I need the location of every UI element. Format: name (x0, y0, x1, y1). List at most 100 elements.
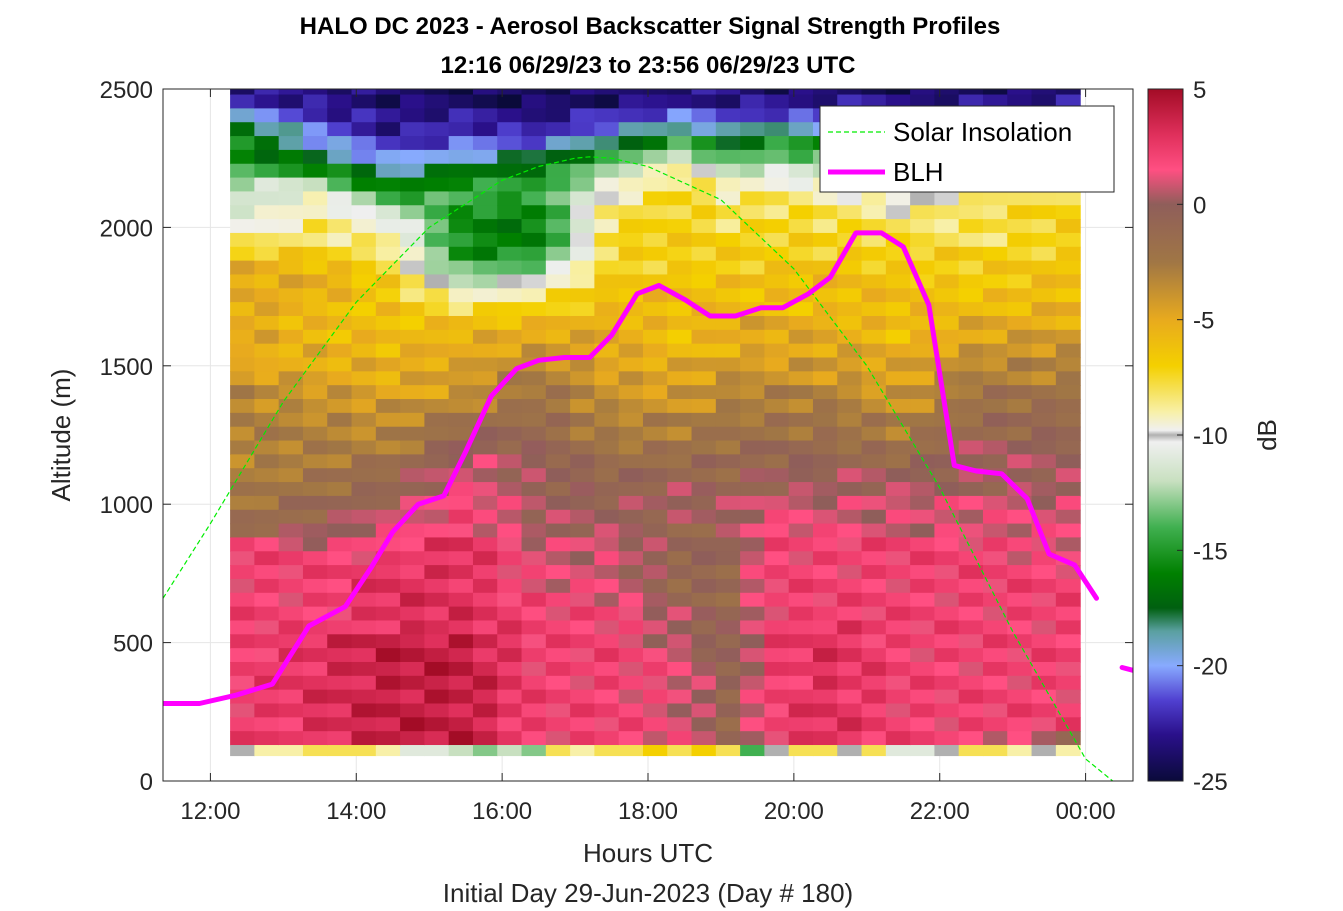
heatmap-cell (424, 537, 450, 552)
heatmap-cell (642, 260, 668, 276)
heatmap-cell (934, 634, 960, 649)
heatmap-cell (885, 551, 911, 566)
heatmap-cell (885, 343, 911, 359)
heatmap-cell (594, 523, 620, 539)
heatmap-cell (448, 606, 474, 622)
heatmap-cell (958, 357, 984, 372)
heatmap-cell (715, 205, 741, 220)
heatmap-cell (594, 661, 620, 677)
heatmap-cell (667, 482, 693, 497)
heatmap-cell (788, 163, 814, 179)
heatmap-cell (910, 385, 936, 400)
heatmap-cell (521, 468, 547, 483)
heatmap-cell (1055, 329, 1081, 345)
heatmap-cell (570, 274, 595, 289)
heatmap-cell (1055, 717, 1081, 732)
heatmap-cell (667, 274, 693, 289)
heatmap-cell (230, 731, 255, 746)
heatmap-cell (691, 343, 717, 359)
heatmap-cell (764, 689, 790, 705)
heatmap-cell (812, 675, 838, 691)
heatmap-cell (278, 620, 304, 635)
heatmap-cell (278, 717, 304, 732)
heatmap-cell-surface (812, 745, 838, 757)
heatmap-cell (1007, 329, 1033, 345)
heatmap-cell (545, 482, 571, 497)
heatmap-cell (788, 661, 814, 677)
heatmap-cell (497, 661, 523, 677)
heatmap-cell (958, 440, 984, 455)
heatmap-cell (472, 288, 498, 303)
heatmap-cell (715, 122, 741, 137)
heatmap-cell (691, 219, 717, 234)
heatmap-cell (691, 551, 717, 566)
heatmap-cell (230, 412, 255, 428)
heatmap-cell (982, 371, 1008, 386)
heatmap-cell (982, 578, 1008, 594)
heatmap-cell (302, 371, 328, 386)
heatmap-cell (837, 509, 863, 525)
heatmap-cell (448, 620, 474, 635)
heatmap-cell (982, 191, 1008, 206)
heatmap-cell (521, 191, 547, 206)
heatmap-cell (545, 163, 571, 179)
heatmap-cell (521, 329, 547, 345)
heatmap-cell (230, 343, 255, 359)
heatmap-cell (230, 302, 255, 317)
heatmap-cell (642, 288, 668, 303)
heatmap-cell (302, 482, 328, 497)
heatmap-cell (910, 329, 936, 345)
heatmap-cell (302, 302, 328, 317)
heatmap-cell (958, 371, 984, 386)
heatmap-cell (1055, 509, 1081, 525)
heatmap-cell (424, 440, 450, 455)
heatmap-cell (667, 454, 693, 469)
heatmap-cell (618, 592, 644, 608)
heatmap-cell (667, 675, 693, 691)
heatmap-cell (278, 329, 304, 345)
heatmap-cell (302, 537, 328, 552)
heatmap-cell (812, 343, 838, 359)
heatmap-cell (667, 399, 693, 414)
heatmap-cell (618, 94, 644, 109)
heatmap-cell (254, 94, 280, 109)
heatmap-cell (885, 648, 911, 663)
heatmap-cell (594, 495, 620, 511)
heatmap-cell (448, 108, 474, 123)
colorbar-ticks: 50-5-10-15-20-25 (1177, 77, 1228, 796)
heatmap-cell (278, 592, 304, 608)
heatmap-cell (302, 89, 328, 96)
heatmap-cell (302, 205, 328, 220)
heatmap-cell (618, 495, 644, 511)
heatmap-cell (1007, 468, 1033, 483)
heatmap-cell (982, 357, 1008, 372)
heatmap-cell (400, 620, 425, 635)
heatmap-cell (424, 232, 450, 248)
heatmap-cell (691, 578, 717, 594)
heatmap-cell (667, 468, 693, 483)
heatmap-cell-surface (691, 745, 717, 757)
heatmap-cell (521, 661, 547, 677)
heatmap-cell (497, 731, 523, 746)
heatmap-cell (1031, 385, 1057, 400)
heatmap-cell (958, 578, 984, 594)
heatmap-cell (497, 523, 523, 539)
heatmap-cell (1031, 592, 1057, 608)
heatmap-cell (424, 703, 450, 718)
heatmap-cell (497, 219, 523, 234)
heatmap-cell (521, 648, 547, 663)
heatmap-cell (764, 523, 790, 539)
heatmap-cell (521, 523, 547, 539)
heatmap-cell (327, 675, 353, 691)
heatmap-cell (861, 232, 887, 248)
heatmap-cell (642, 565, 668, 580)
heatmap-cell (958, 537, 984, 552)
heatmap-cell (497, 703, 523, 718)
heatmap-cell (642, 661, 668, 677)
heatmap-cell (570, 689, 595, 705)
heatmap-cell (812, 454, 838, 469)
heatmap-cell (594, 717, 620, 732)
heatmap-cell (1031, 329, 1057, 345)
heatmap-cell (934, 205, 960, 220)
heatmap-cell (302, 454, 328, 469)
